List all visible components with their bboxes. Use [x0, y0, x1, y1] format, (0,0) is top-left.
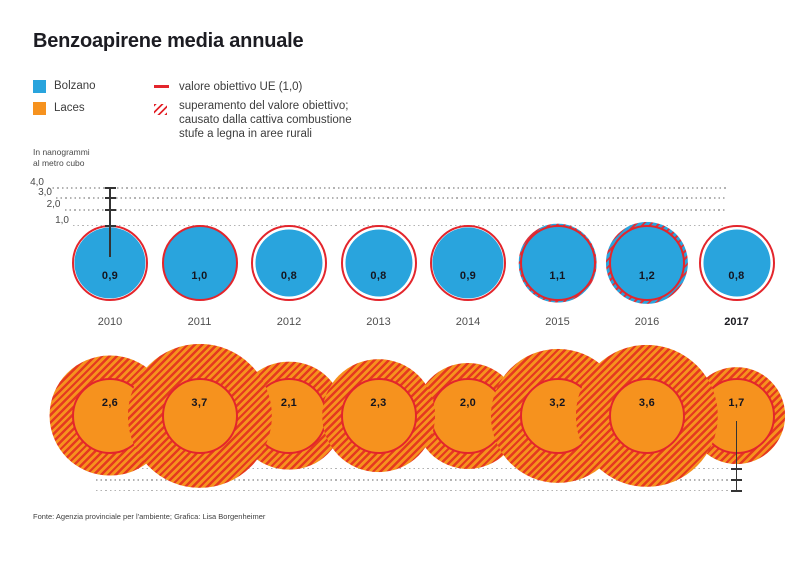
legend-label-laces: Laces: [54, 102, 85, 114]
gridline-bottom-4: [96, 489, 737, 492]
y-axis-tick-label: 1,0: [55, 214, 69, 226]
laces-value-label-2012: 2,1: [280, 396, 298, 409]
bolzano-value-label-2017: 0,8: [728, 270, 745, 282]
bolzano-value-label-2015: 1,1: [549, 270, 566, 282]
laces-value-label-2014: 2,0: [459, 396, 477, 409]
bolzano-swatch-icon: [33, 80, 46, 93]
gridline-bottom-3: [96, 479, 737, 482]
ruler-tick-top-3: [104, 197, 116, 200]
year-label-2017: 2017: [724, 316, 749, 328]
gridline-bottom-2: [96, 467, 737, 470]
ruler-tick-bottom-3: [731, 479, 742, 482]
legend-label-bolzano: Bolzano: [54, 80, 96, 92]
y-axis-unit-caption: In nanogrammi al metro cubo: [33, 147, 90, 169]
target-circle-laces-2013: [340, 377, 417, 454]
legend-label-exceedance: superamento del valore obiettivo; causat…: [179, 99, 352, 141]
gridline-top-3: [56, 197, 726, 199]
source-credit: Fonte: Agenzia provinciale per l'ambient…: [33, 512, 266, 521]
target-line-icon: [154, 85, 169, 88]
laces-value-label-2010: 2,6: [101, 396, 119, 409]
laces-value-label-2011: 3,7: [191, 396, 208, 409]
bolzano-value-label-2011: 1,0: [191, 270, 208, 282]
year-label-2010: 2010: [97, 316, 123, 328]
gridline-top-4: [48, 187, 726, 189]
y-axis-tick-label: 2,0: [46, 198, 61, 210]
legend-label-target: valore obiettivo UE (1,0): [179, 81, 303, 93]
y-axis-tick-label: 3,0: [38, 187, 52, 199]
exceedance-line-2: causato dalla cattiva combustione: [179, 114, 352, 126]
laces-value-label-2013: 2,3: [370, 396, 387, 409]
target-circle-laces-2011: [161, 377, 238, 454]
ruler-tick-top-4: [104, 187, 116, 189]
year-label-2015: 2015: [545, 316, 570, 328]
target-circle-2014: [430, 225, 506, 301]
unit-line-1: In nanogrammi: [33, 147, 90, 157]
bolzano-value-label-2012: 0,8: [280, 270, 298, 282]
year-label-2014: 2014: [455, 316, 481, 328]
page-title: Benzoapirene media annuale: [33, 30, 304, 52]
target-circle-2017: [698, 225, 775, 301]
bolzano-value-label-2013: 0,8: [370, 270, 387, 282]
target-circle-2016: [609, 225, 685, 301]
ruler-tick-bottom-4: [731, 489, 742, 492]
target-circle-2015: [519, 225, 596, 301]
year-label-2012: 2012: [276, 316, 302, 328]
unit-line-2: al metro cubo: [33, 158, 85, 168]
gridline-top-1: [73, 224, 726, 227]
year-label-2013: 2013: [366, 316, 391, 328]
target-circle-laces-2016: [609, 377, 685, 454]
year-label-2011: 2011: [187, 316, 212, 328]
scale-ruler-bottom: [735, 421, 738, 491]
exceedance-hatch-icon: [154, 104, 167, 115]
laces-swatch-icon: [33, 102, 46, 115]
ruler-tick-top-1: [104, 224, 116, 227]
laces-value-label-2017: 1,7: [728, 396, 745, 409]
target-circle-2013: [340, 225, 417, 301]
scale-ruler-top: [109, 188, 111, 257]
year-label-2016: 2016: [634, 316, 660, 328]
gridline-top-2: [64, 208, 726, 211]
bolzano-value-label-2010: 0,9: [101, 270, 119, 282]
laces-value-label-2015: 3,2: [549, 396, 566, 409]
bolzano-value-label-2016: 1,2: [638, 270, 656, 282]
target-circle-2012: [251, 225, 327, 301]
ruler-tick-top-2: [104, 208, 116, 211]
laces-value-label-2016: 3,6: [638, 396, 656, 409]
y-axis-tick-label: 4,0: [30, 177, 44, 188]
target-circle-2011: [161, 225, 238, 301]
ruler-tick-bottom-2: [731, 467, 742, 470]
exceedance-line-3: stufe a legna in aree rurali: [179, 128, 312, 140]
exceedance-line-1: superamento del valore obiettivo;: [179, 100, 349, 112]
bolzano-value-label-2014: 0,9: [459, 270, 477, 282]
